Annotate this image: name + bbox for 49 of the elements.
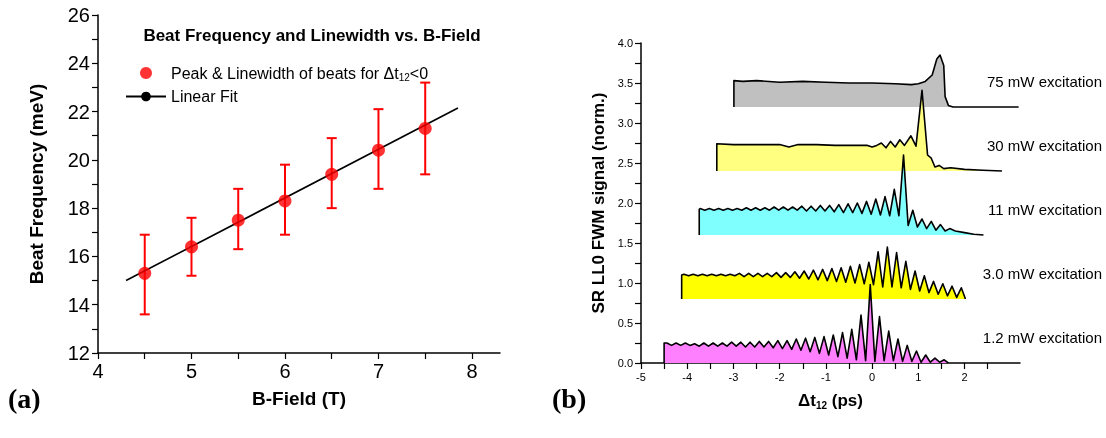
x-tick-label: 7 (372, 360, 385, 382)
text: (a) (8, 382, 41, 414)
y-tick-label: 24 (67, 52, 90, 75)
series-label: 11 mW excitation (988, 201, 1103, 218)
x-tick-label: 0 (869, 370, 876, 383)
y-tick-label: 4.0 (617, 37, 633, 49)
x-tick-label: -5 (636, 370, 646, 383)
y-tick-label: 3.5 (617, 77, 633, 89)
x-tick-label: 5 (185, 360, 198, 382)
x-tick-label: 2 (961, 370, 968, 383)
y-tick-label: 18 (67, 197, 90, 220)
x-tick-label: -3 (728, 370, 739, 383)
point (231, 213, 245, 227)
point (278, 194, 292, 208)
y-tick-label: 26 (67, 4, 90, 26)
series-label: 30 mW excitation (986, 137, 1103, 154)
y-tick-label: 1.0 (617, 277, 633, 289)
x-tick-label: 4 (92, 360, 104, 382)
point (325, 167, 339, 181)
y-tick-label: 0.5 (617, 317, 633, 329)
y-tick-label: 1.5 (617, 237, 633, 249)
x-tick-label: -4 (682, 370, 693, 383)
y-tick-label: 20 (67, 148, 90, 171)
point (418, 121, 432, 135)
x-tick-label: -1 (820, 370, 831, 383)
series-label: 75 mW excitation (986, 73, 1103, 90)
y-axis-title: SR LL0 FWM signal (norm.) (588, 92, 608, 314)
x-tick-label: -2 (774, 370, 785, 383)
y-tick-label: 22 (67, 100, 90, 123)
x-tick-label: 6 (279, 360, 291, 382)
y-tick-label: 12 (67, 342, 90, 364)
x-tick-label: 1 (915, 370, 922, 383)
text: (b) (552, 382, 587, 414)
x-tick-label: 8 (466, 360, 478, 382)
point (138, 266, 152, 280)
y-tick-label: 2.0 (617, 197, 633, 209)
text: 1.2 mW excitation (982, 329, 1103, 346)
series-label: 3.0 mW excitation (982, 265, 1103, 282)
y-tick-label: 2.5 (617, 157, 633, 169)
y-tick-label: 3.0 (617, 117, 633, 129)
y-axis-title: Beat Frequency (meV) (26, 83, 47, 285)
y-tick-label: 16 (67, 245, 90, 268)
y-tick-label: 14 (67, 293, 90, 316)
text: Beat Frequency and Linewidth vs. B-Field (143, 26, 481, 45)
x-axis-title: B-Field (T) (252, 388, 346, 409)
legend-label: Linear Fit (171, 88, 239, 105)
point (371, 143, 385, 157)
y-tick-label: 0.0 (617, 357, 633, 369)
point (185, 240, 198, 254)
